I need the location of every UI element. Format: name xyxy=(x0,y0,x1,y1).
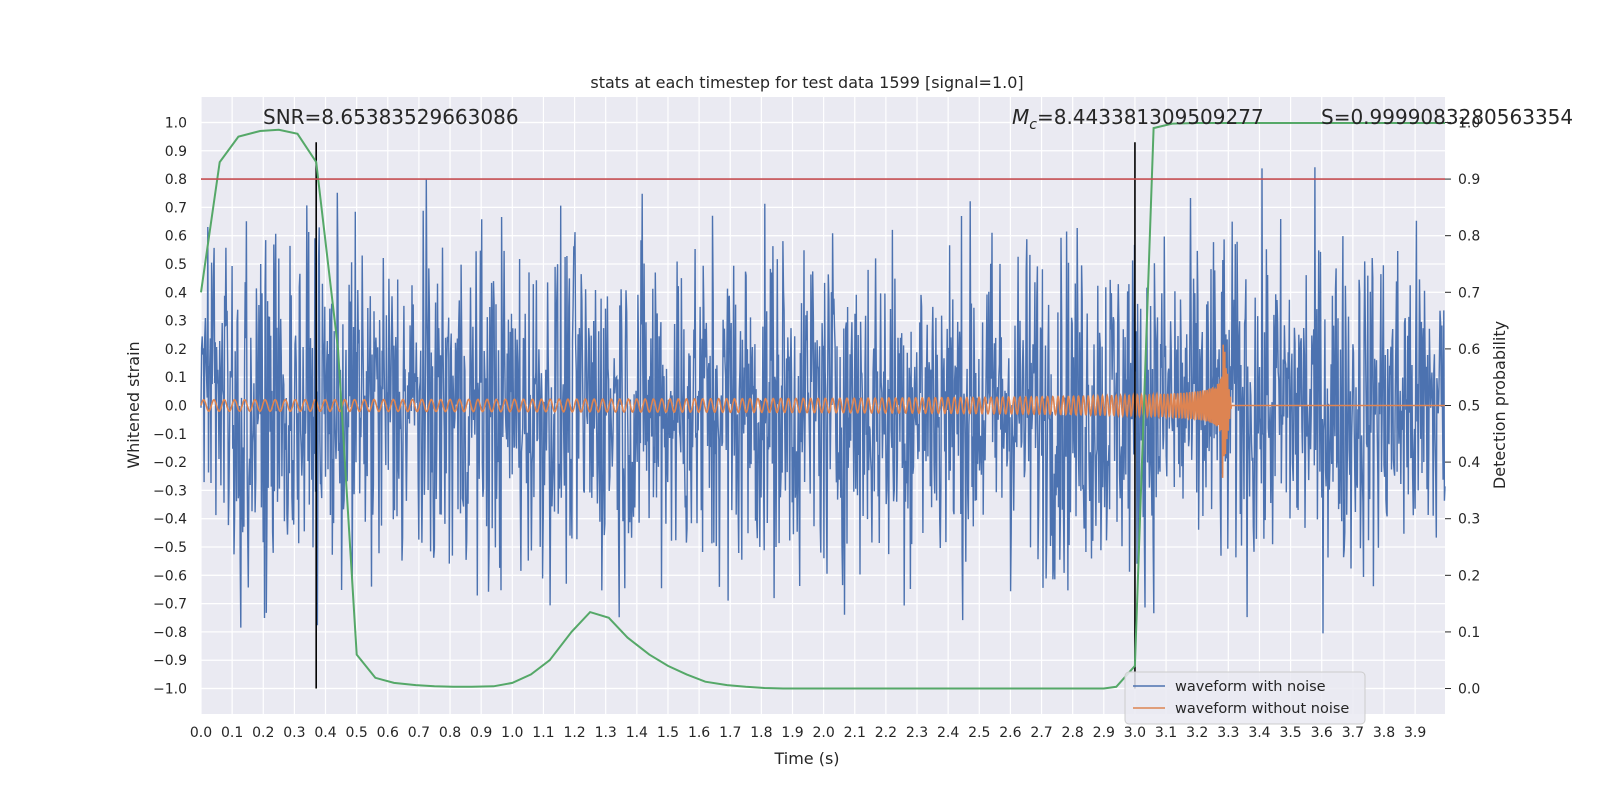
x-tick-label: 0.0 xyxy=(190,725,212,741)
y2-tick-label: 0.4 xyxy=(1458,455,1480,471)
chirp-mass-subscript: c xyxy=(1029,117,1037,133)
x-tick-label: 1.1 xyxy=(532,725,554,741)
chirp-mass-annotation: Mc=8.443381309509277 xyxy=(1012,105,1264,133)
x-tick-label: 0.7 xyxy=(408,725,430,741)
x-tick-label: 1.0 xyxy=(501,725,523,741)
y-tick-label: −0.6 xyxy=(153,568,187,584)
y-tick-label: −0.2 xyxy=(153,455,187,471)
x-tick-label: 1.8 xyxy=(750,725,772,741)
y2-tick-label: 0.9 xyxy=(1458,172,1480,188)
x-tick-label: 3.9 xyxy=(1404,725,1426,741)
x-tick-label: 2.2 xyxy=(875,725,897,741)
y-tick-label: 0.2 xyxy=(165,342,187,358)
legend: waveform with noise waveform without noi… xyxy=(1124,671,1366,725)
y-tick-label: 0.7 xyxy=(165,200,187,216)
x-tick-label: 2.7 xyxy=(1030,725,1052,741)
y-tick-label: −0.7 xyxy=(153,597,187,613)
y2-tick-label: 0.1 xyxy=(1458,625,1480,641)
y2-axis-ticks: 0.0 0.1 0.2 0.3 0.4 0.5 0.6 0.7 0.8 0.9 1.0 xyxy=(1445,115,1480,698)
y-tick-label: −0.8 xyxy=(153,625,187,641)
x-tick-label: 2.3 xyxy=(906,725,928,741)
snr-annotation: SNR=8.65383529663086 xyxy=(263,105,519,129)
x-tick-label: 1.9 xyxy=(781,725,803,741)
y2-tick-label: 0.7 xyxy=(1458,285,1480,301)
detection-probability-line xyxy=(200,122,1445,690)
legend-box xyxy=(1124,671,1366,725)
y2-tick-label: 0.3 xyxy=(1458,512,1480,528)
x-tick-label: 1.3 xyxy=(595,725,617,741)
legend-label-no-noise: waveform without noise xyxy=(1175,701,1349,717)
y-tick-label: −1.0 xyxy=(153,682,187,698)
y-tick-label: 0.4 xyxy=(165,285,187,301)
x-tick-label: 1.4 xyxy=(626,725,648,741)
x-tick-label: 0.9 xyxy=(470,725,492,741)
y-tick-label: 0.8 xyxy=(165,172,187,188)
x-tick-label: 3.6 xyxy=(1311,725,1333,741)
y2-tick-label: 0.5 xyxy=(1458,399,1480,415)
x-tick-label: 1.7 xyxy=(719,725,741,741)
s-annotation: S=0.9999083280563354 xyxy=(1321,105,1573,129)
x-tick-label: 0.2 xyxy=(252,725,274,741)
x-axis-label: Time (s) xyxy=(773,749,839,768)
y-tick-label: 0.1 xyxy=(165,370,187,386)
x-tick-label: 2.0 xyxy=(812,725,834,741)
x-tick-label: 0.3 xyxy=(283,725,305,741)
y-tick-label: 0.9 xyxy=(165,144,187,160)
x-axis-ticks: 0.0 0.1 0.2 0.3 0.4 0.5 0.6 0.7 0.8 0.9 1.0 1.1 1.2 1… xyxy=(190,725,1426,741)
x-tick-label: 2.5 xyxy=(968,725,990,741)
x-tick-label: 2.4 xyxy=(937,725,959,741)
y-axis-label: Whitened strain xyxy=(124,341,143,468)
y2-tick-label: 1.0 xyxy=(1458,115,1480,131)
y-axis-ticks: −1.0 −0.9 −0.8 −0.7 −0.6 −0.5 −0.4 −0.3 −0.2 −0.1… xyxy=(153,115,187,697)
grid xyxy=(200,97,1445,714)
y2-axis-label: Detection probability xyxy=(1490,321,1509,489)
y-tick-label: 1.0 xyxy=(165,115,187,131)
y-tick-label: 0.6 xyxy=(165,229,187,245)
x-tick-label: 0.1 xyxy=(221,725,243,741)
x-tick-label: 3.8 xyxy=(1373,725,1395,741)
x-tick-label: 0.5 xyxy=(346,725,368,741)
x-tick-label: 3.7 xyxy=(1342,725,1364,741)
chart-title: stats at each timestep for test data 159… xyxy=(590,73,1023,92)
legend-label-noise: waveform with noise xyxy=(1175,679,1326,695)
x-tick-label: 3.2 xyxy=(1186,725,1208,741)
y-tick-label: −0.4 xyxy=(153,512,187,528)
y2-tick-label: 0.0 xyxy=(1458,682,1480,698)
y-tick-label: 0.0 xyxy=(165,399,187,415)
x-tick-label: 2.8 xyxy=(1062,725,1084,741)
chirp-waveform-line xyxy=(200,344,1445,478)
y-tick-label: −0.1 xyxy=(153,427,187,443)
x-tick-label: 2.1 xyxy=(844,725,866,741)
x-tick-label: 0.6 xyxy=(377,725,399,741)
y2-tick-label: 0.2 xyxy=(1458,568,1480,584)
chirp-mass-value: =8.443381309509277 xyxy=(1037,105,1264,129)
chirp-mass-symbol: M xyxy=(1012,105,1029,129)
series-waveform-without-noise xyxy=(200,344,1445,478)
x-tick-label: 3.0 xyxy=(1124,725,1146,741)
y-tick-label: 0.3 xyxy=(165,314,187,330)
x-tick-label: 0.4 xyxy=(314,725,336,741)
x-tick-label: 3.1 xyxy=(1155,725,1177,741)
y-tick-label: −0.9 xyxy=(153,653,187,669)
y-tick-label: 0.5 xyxy=(165,257,187,273)
x-tick-label: 3.4 xyxy=(1248,725,1270,741)
x-tick-label: 1.6 xyxy=(688,725,710,741)
y-tick-label: −0.3 xyxy=(153,483,187,499)
x-tick-label: 1.2 xyxy=(563,725,585,741)
y2-tick-label: 0.8 xyxy=(1458,229,1480,245)
x-tick-label: 0.8 xyxy=(439,725,461,741)
x-tick-label: 3.5 xyxy=(1279,725,1301,741)
x-tick-label: 3.3 xyxy=(1217,725,1239,741)
x-tick-label: 1.5 xyxy=(657,725,679,741)
series-detection-probability xyxy=(200,122,1445,690)
x-tick-label: 2.6 xyxy=(999,725,1021,741)
y2-tick-label: 0.6 xyxy=(1458,342,1480,358)
x-tick-label: 2.9 xyxy=(1093,725,1115,741)
y-tick-label: −0.5 xyxy=(153,540,187,556)
vertical-markers xyxy=(315,142,1136,689)
